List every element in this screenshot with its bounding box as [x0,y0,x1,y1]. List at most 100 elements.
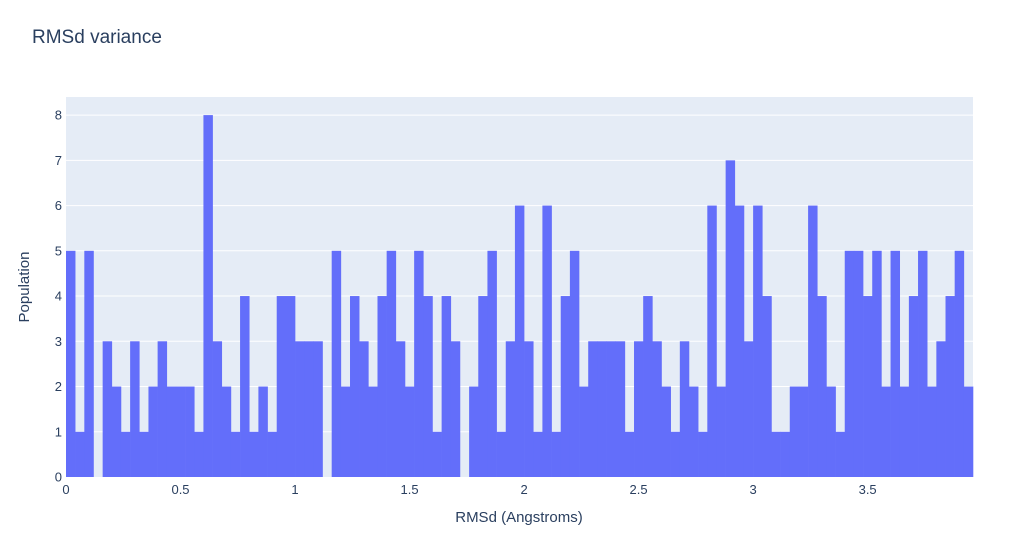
histogram-bar [377,296,387,477]
histogram-bar [872,250,882,477]
histogram-bar [963,386,974,477]
histogram-bar [249,431,259,477]
histogram-bar [478,296,488,477]
histogram-bar [542,205,552,478]
histogram-bar [185,386,195,477]
histogram-bar [679,341,690,477]
x-axis-ticks: 0 0.5 1 1.5 2 2.5 3 3.5 [62,482,876,497]
histogram-bar [780,431,791,477]
x-tick-label: 0 [62,482,69,497]
histogram-bar [762,296,772,477]
histogram-bar [945,296,955,477]
y-tick-label: 0 [55,470,62,485]
histogram-bar [652,341,662,477]
histogram-bar [844,250,855,477]
y-axis-ticks: 0 1 2 3 4 5 6 7 8 [55,108,62,485]
histogram-bar [817,296,827,477]
histogram-bar [615,341,626,477]
histogram-bar [166,386,177,477]
histogram-bar [395,341,406,477]
histogram-bar [514,205,525,478]
histogram-bar [84,250,94,477]
histogram-bar [753,205,763,478]
histogram-bar [432,431,442,477]
histogram-bar [826,386,836,477]
x-tick-label: 1 [291,482,298,497]
histogram-bar [918,250,928,477]
histogram-bar [221,386,232,477]
histogram-bar [285,296,296,477]
x-tick-label: 3.5 [859,482,877,497]
histogram-bar [139,431,149,477]
histogram-bar [863,296,873,477]
histogram-bar [276,296,287,477]
histogram-bar [725,160,736,478]
histogram-bar [560,296,571,477]
histogram-bar [340,386,351,477]
histogram-bar [148,386,158,477]
y-tick-label: 3 [55,334,62,349]
bars [66,115,974,478]
histogram-bar [111,386,122,477]
histogram-bar [954,250,965,477]
histogram-bar [707,205,717,478]
histogram-bar [386,250,397,477]
histogram-bar [350,296,360,477]
histogram-bar [624,431,635,477]
histogram-bar [597,341,607,477]
histogram-bar [661,386,671,477]
histogram-bar [423,296,433,477]
histogram-bar [569,250,580,477]
histogram-bar [267,431,278,477]
histogram-bar [240,296,250,477]
histogram-bar [102,341,113,477]
histogram-bar [130,341,140,477]
histogram-bar [524,341,534,477]
histogram-bar [414,250,424,477]
histogram-bar [890,250,901,477]
histogram-bar [936,341,946,477]
histogram-bar [551,431,562,477]
y-tick-label: 5 [55,243,62,258]
histogram-bar [579,386,589,477]
histogram-bar [789,386,800,477]
histogram-bar [313,341,323,477]
chart-title: RMSd variance [32,27,162,48]
histogram-bar [331,250,342,477]
histogram-bar [496,431,507,477]
y-tick-label: 8 [55,108,62,123]
histogram-bar [66,250,76,477]
histogram-bar [634,341,644,477]
histogram-bar [404,386,415,477]
histogram-bar [743,341,754,477]
histogram-bar [881,386,891,477]
histogram-bar [734,205,745,478]
histogram-bar [670,431,681,477]
histogram-bar [487,250,497,477]
histogram-bar [927,386,937,477]
y-axis-label: Population [16,252,33,323]
histogram-bar [304,341,314,477]
histogram-bar [359,341,369,477]
histogram-bar [716,386,726,477]
histogram-bar [771,431,781,477]
histogram-bar [908,296,919,477]
histogram-bar [175,386,186,477]
histogram-bar [120,431,131,477]
histogram-bar [899,386,910,477]
histogram-bar [835,431,846,477]
histogram-bar [808,205,818,478]
histogram-bar [688,386,699,477]
histogram-bar [450,341,461,477]
x-tick-label: 2.5 [630,482,648,497]
histogram-bar [194,431,204,477]
histogram-bar [853,250,864,477]
histogram-bar [212,341,223,477]
histogram-bar [798,386,809,477]
histogram-bar [441,296,452,477]
y-tick-label: 4 [55,289,62,304]
histogram-bar [588,341,598,477]
y-tick-label: 6 [55,198,62,213]
histogram-bar [643,296,653,477]
